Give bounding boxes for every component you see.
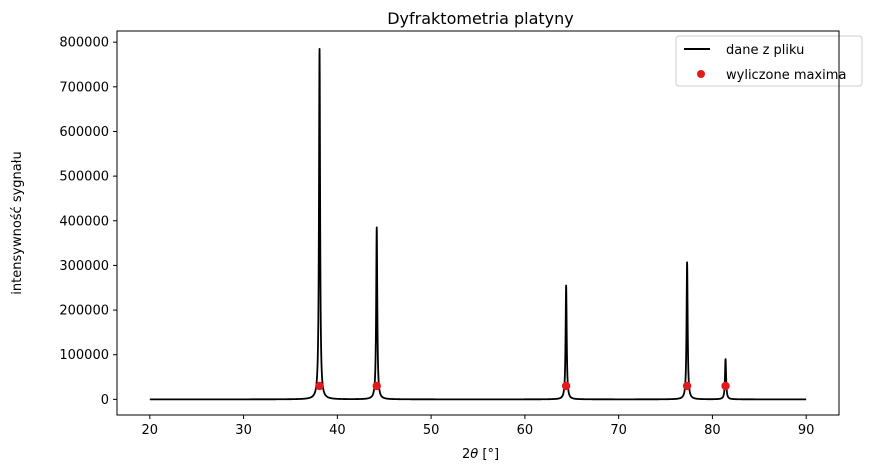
maximum-point bbox=[372, 381, 381, 391]
legend-label-data: dane z pliku bbox=[726, 43, 804, 58]
y-tick-label: 700000 bbox=[59, 80, 109, 95]
maximum-point bbox=[682, 381, 692, 391]
x-tick-label: 90 bbox=[798, 423, 815, 438]
y-tick-label: 800000 bbox=[59, 36, 109, 51]
chart-title: Dyfraktometria platyny bbox=[387, 9, 574, 28]
axes-frame bbox=[116, 30, 840, 416]
x-tick-label: 20 bbox=[142, 423, 159, 438]
maximum-point bbox=[315, 381, 324, 391]
y-tick-label: 100000 bbox=[59, 348, 109, 363]
y-tick-label: 500000 bbox=[59, 170, 109, 185]
y-axis-label: intensywność sygnału bbox=[10, 151, 25, 294]
x-tick-label: 80 bbox=[704, 423, 721, 438]
y-tick-label: 400000 bbox=[59, 214, 109, 229]
legend: dane z pliku wyliczone maxima bbox=[675, 35, 863, 87]
legend-dot-swatch bbox=[697, 70, 705, 78]
legend-frame bbox=[675, 35, 863, 87]
y-tick-label: 300000 bbox=[59, 259, 109, 274]
plot-area bbox=[149, 47, 807, 401]
x-tick-label: 50 bbox=[423, 423, 440, 438]
series-line-data bbox=[149, 47, 807, 401]
maximum-point bbox=[561, 381, 571, 391]
maximum-point bbox=[721, 381, 730, 391]
x-tick-label: 60 bbox=[517, 423, 534, 438]
x-tick-label: 40 bbox=[329, 423, 346, 438]
x-tick-label: 70 bbox=[610, 423, 627, 438]
y-tick-label: 0 bbox=[101, 393, 109, 408]
x-axis: 20 30 40 50 60 70 80 90 bbox=[142, 415, 815, 438]
x-tick-label: 30 bbox=[235, 423, 252, 438]
y-axis: 0 100000 200000 300000 400000 500000 600000 700… bbox=[59, 36, 117, 408]
legend-label-maxima: wyliczone maxima bbox=[726, 68, 846, 83]
y-tick-label: 200000 bbox=[59, 304, 109, 319]
x-axis-label: 2θ [°] bbox=[462, 447, 499, 462]
y-tick-label: 600000 bbox=[59, 125, 109, 140]
